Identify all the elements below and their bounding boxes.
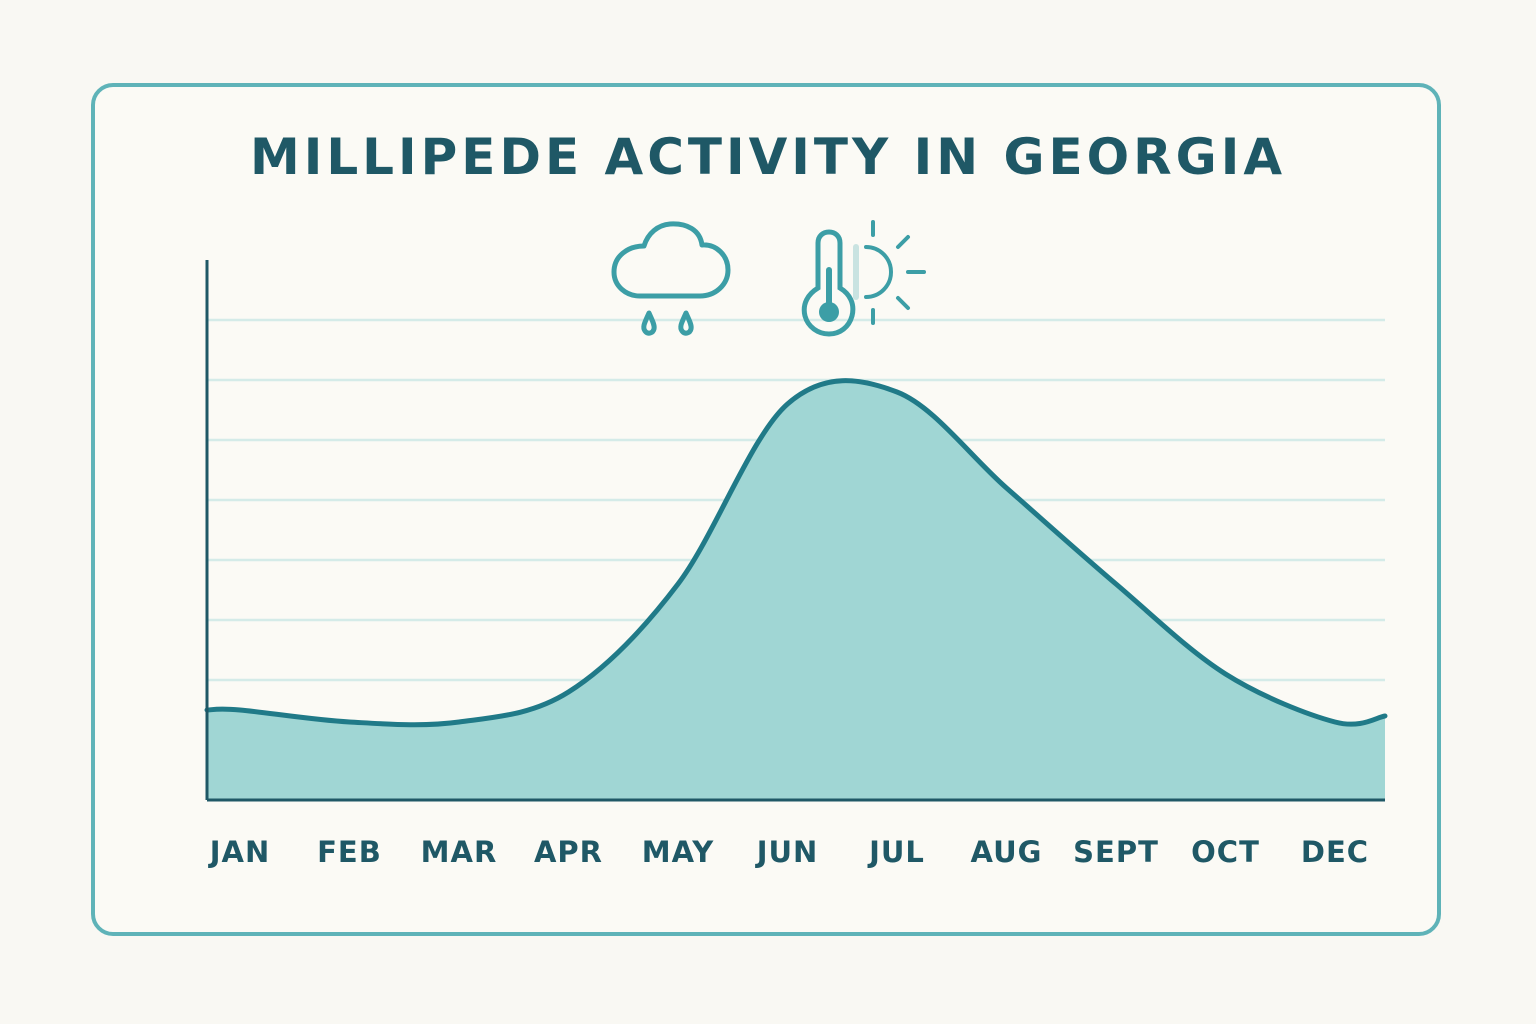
x-tick-label-feb: FEB	[317, 835, 382, 869]
x-tick-labels: JAN FEB MAR APR MAY JUN JUL AUG SEPT OCT DEC	[208, 835, 1369, 869]
x-tick-label-aug: AUG	[971, 835, 1043, 869]
x-tick-label-mar: MAR	[421, 835, 498, 869]
x-tick-label-jan: JAN	[208, 835, 271, 869]
thermometer-icon	[801, 229, 856, 337]
sun-icon	[853, 220, 926, 325]
x-tick-label-oct: OCT	[1191, 835, 1260, 869]
x-tick-label-may: MAY	[642, 835, 715, 869]
activity-area	[207, 380, 1385, 800]
x-tick-label-jul: JUL	[867, 835, 925, 869]
rain-cloud-icon	[611, 221, 731, 336]
x-tick-label-sept: SEPT	[1073, 835, 1159, 869]
activity-line	[204, 378, 1388, 728]
chart-title: MILLIPEDE ACTIVITY IN GEORGIA	[249, 128, 1287, 186]
x-tick-label-dec: DEC	[1301, 835, 1369, 869]
x-tick-label-jun: JUN	[755, 835, 819, 869]
x-tick-label-apr: APR	[534, 835, 603, 869]
